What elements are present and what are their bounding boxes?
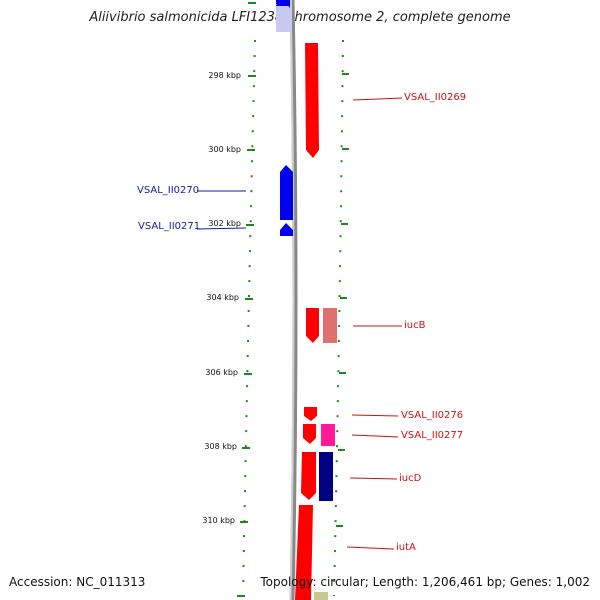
gene-label-iucD[interactable]: iucD	[399, 473, 422, 484]
genome-backbone	[289, 0, 298, 600]
gene-label-iutA[interactable]: iutA	[396, 542, 416, 553]
gene-arrow-iutA	[295, 505, 313, 600]
gene-arrow-VSAL_II0277	[303, 424, 316, 444]
gene-arrow-VSAL_II0271	[280, 223, 293, 236]
gene-label-VSAL_II0270[interactable]: VSAL_II0270	[137, 185, 200, 196]
tick-label-302: 302 kbp	[208, 219, 241, 228]
gene-label-iucB[interactable]: iucB	[404, 320, 426, 331]
gene-label-VSAL_II0271[interactable]: VSAL_II0271	[138, 221, 201, 232]
gene-block-iucD-navy	[319, 452, 333, 501]
gene-arrow-VSAL_II0269	[305, 43, 319, 158]
tick-label-298: 298 kbp	[208, 71, 241, 80]
gene-block-bottom-olive	[314, 592, 328, 600]
map-title: Aliivibrio salmonicida LFI1238 chromosom…	[89, 10, 511, 25]
gene-block-iucB-light	[323, 308, 337, 343]
gene-label-VSAL_II0269[interactable]: VSAL_II0269	[404, 92, 467, 103]
major-ticks-left	[237, 2, 256, 597]
gene-block-top-faded	[276, 0, 292, 32]
gene-arrow-iucD	[301, 452, 316, 500]
gene-arrow-iucB	[306, 308, 319, 343]
accession-text: Accession: NC_011313	[9, 575, 146, 589]
major-ticks-right	[336, 73, 349, 527]
tick-label-306: 306 kbp	[205, 368, 238, 377]
tick-track-left	[242, 39, 256, 597]
gene-label-VSAL_II0276[interactable]: VSAL_II0276	[401, 410, 464, 421]
gene-block-VSAL_II0277-magenta	[321, 424, 335, 446]
genome-stats-text: Topology: circular; Length: 1,206,461 bp…	[260, 575, 590, 589]
tick-label-310: 310 kbp	[202, 516, 235, 525]
label-leaders	[196, 97, 403, 550]
gene-arrow-VSAL_II0276	[304, 407, 317, 421]
tick-label-300: 300 kbp	[208, 145, 241, 154]
tick-label-308: 308 kbp	[204, 442, 237, 451]
gene-arrow-VSAL_II0270	[280, 165, 293, 220]
gene-label-VSAL_II0277[interactable]: VSAL_II0277	[401, 430, 464, 441]
tick-label-304: 304 kbp	[206, 293, 239, 302]
